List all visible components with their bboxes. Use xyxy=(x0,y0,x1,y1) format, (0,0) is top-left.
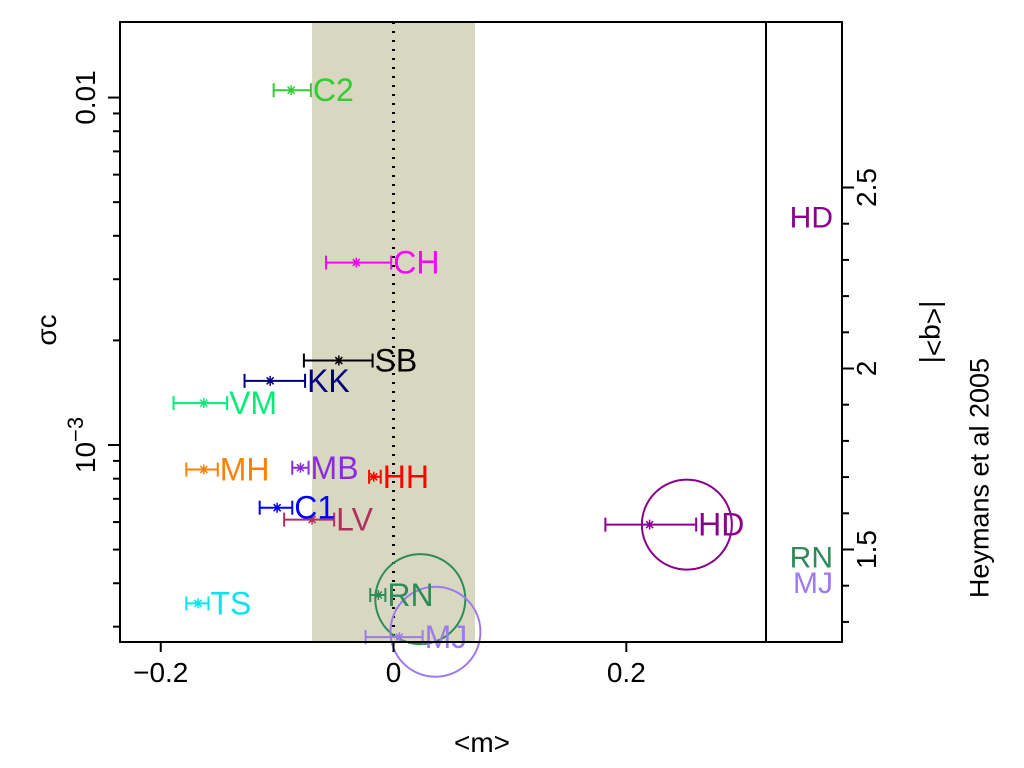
x-tick-label: 0 xyxy=(386,657,402,688)
point-marker xyxy=(644,519,655,530)
shaded-band xyxy=(312,22,476,642)
point-marker xyxy=(198,464,209,475)
point-label-mb: MB xyxy=(311,450,359,486)
point-label-ch: CH xyxy=(393,245,439,281)
point-label-c2: C2 xyxy=(313,72,354,108)
point-mh xyxy=(185,462,219,477)
point-label-sb: SB xyxy=(375,343,418,379)
point-marker xyxy=(192,598,203,609)
q-label-rn: RN xyxy=(790,542,833,575)
point-marker xyxy=(272,502,283,513)
x-tick-label: 0.2 xyxy=(607,657,646,688)
errorbar-layer xyxy=(172,83,698,645)
point-marker xyxy=(351,257,362,268)
point-c2 xyxy=(272,83,312,98)
uncertainty-circle-mj xyxy=(389,585,482,678)
point-hh xyxy=(368,469,382,484)
right-axis-label: |<q>| xyxy=(919,301,950,364)
point-label-hh: HH xyxy=(383,459,429,495)
q-label-mj: MJ xyxy=(793,567,833,600)
shaded-band-layer xyxy=(312,22,476,642)
point-sb xyxy=(302,353,374,368)
point-marker xyxy=(198,398,209,409)
point-ch xyxy=(325,255,393,270)
point-marker xyxy=(333,355,344,366)
y-tick-label: 0.01 xyxy=(70,70,101,125)
point-label-kk: KK xyxy=(307,363,350,399)
point-marker xyxy=(286,85,297,96)
plot-frame xyxy=(119,21,843,643)
point-label-rn: RN xyxy=(387,577,433,613)
axes-layer xyxy=(119,21,843,643)
point-label-vm: VM xyxy=(229,385,277,421)
point-lv xyxy=(283,512,336,527)
point-marker xyxy=(368,471,379,482)
point-ts xyxy=(185,596,210,611)
x-axis-label: <m> xyxy=(454,727,510,758)
right-tick-label: 2.5 xyxy=(851,168,882,207)
point-vm xyxy=(172,396,229,411)
y-axis-label: σc xyxy=(31,314,62,345)
point-label-c1: C1 xyxy=(294,490,335,526)
x-tick-label: −0.2 xyxy=(133,657,188,688)
q-label-hd: HD xyxy=(790,201,833,234)
point-marker xyxy=(265,375,276,386)
point-marker xyxy=(295,462,306,473)
right-tick-label: 1.5 xyxy=(851,530,882,569)
point-kk xyxy=(243,373,307,388)
y-tick-label: 10−3 xyxy=(63,417,101,473)
point-c1 xyxy=(258,500,294,515)
point-label-lv: LV xyxy=(336,502,373,538)
point-label-ts: TS xyxy=(210,585,251,621)
point-marker xyxy=(394,632,405,643)
point-rn xyxy=(369,588,387,603)
circle-layer xyxy=(374,478,733,678)
point-label-mj: MJ xyxy=(425,619,468,655)
point-label-mh: MH xyxy=(220,452,270,488)
point-label-layer: C2 CH SB KK VM MH MB HH C1 LV HD RN TS MJ xyxy=(210,72,744,655)
point-mb xyxy=(291,460,310,475)
credit-text: Heymans et al 2005 xyxy=(964,357,995,599)
point-hd xyxy=(604,517,698,532)
point-marker xyxy=(373,590,384,601)
tick-layer: −0.2 0 0.2 10−3 0.01 1.5 2 2.5 xyxy=(63,70,882,688)
point-marker xyxy=(307,514,318,525)
right-tick-label: 2 xyxy=(851,361,882,377)
point-label-hd: HD xyxy=(698,507,744,543)
